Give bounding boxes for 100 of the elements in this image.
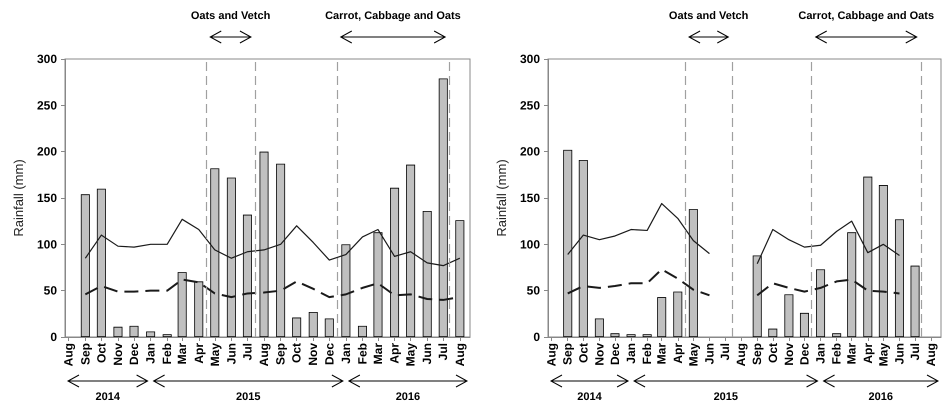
bar [373,232,382,337]
bar [847,232,856,337]
bar [563,150,572,337]
x-tick-label: Mar [370,342,385,364]
text: 2014 [577,391,603,403]
x-tick-label: Feb [355,343,370,364]
x-tick-label: Jul [718,343,732,360]
x-tick-label: Jun [224,343,238,364]
x-tick-label: Nov [592,342,606,366]
x-tick-label: Sep [78,343,92,366]
x-tick-label: May [404,342,418,366]
text: 2016 [868,391,894,403]
y-tick-label: 100 [520,237,540,252]
bar [210,168,220,337]
x-tick-label: Nov [110,342,125,366]
bar [438,78,448,337]
bar [292,318,302,337]
y-axis-title: Rainfall (mm) [494,159,509,237]
bar [894,219,904,337]
bar [324,318,334,337]
bar [146,331,156,337]
bar [878,185,888,337]
x-tick-label: Aug [734,343,748,366]
bar [276,164,286,337]
bar [130,326,139,337]
x-tick-label: Aug [544,343,559,366]
x-tick-label: Feb [830,343,844,364]
bar [358,326,367,337]
bar [784,294,794,337]
bar [594,318,604,337]
x-tick-label: Apr [860,342,875,364]
x-tick-label: Sep [560,343,575,366]
x-tick-label: Jan [144,343,158,364]
x-tick-label: Aug [257,343,272,366]
x-tick-label: Feb [640,343,654,364]
bar [80,194,90,337]
x-tick-label: Nov [782,342,796,366]
bar [673,292,682,337]
text: Carrot, Cabbage and Oats [325,10,461,22]
bar [657,297,666,337]
x-tick-label: Jan [814,343,828,364]
x-tick-label: Jun [420,343,434,364]
bar [113,326,122,337]
x-tick-label: Apr [670,342,685,364]
x-tick-label: Jan [624,343,638,364]
line-series [84,218,460,266]
x-tick-label: Aug [452,343,467,366]
y-tick-label: 50 [44,284,58,298]
text: Carrot, Cabbage and Oats [798,10,934,22]
x-tick-label: Oct [94,343,108,364]
bar [96,188,106,337]
y-tick-label: 250 [36,98,58,112]
bar [422,210,432,337]
x-tick-label: Sep [274,343,288,366]
x-tick-label: Mar [654,342,669,364]
text: 2014 [96,391,121,403]
text: Oats and Vetch [668,10,749,22]
x-tick-label: Aug [62,343,76,366]
y-tick-label: 250 [520,98,540,112]
y-tick-label: 300 [520,52,540,66]
bar [800,312,809,337]
bar [863,176,872,337]
x-tick-label: Apr [388,342,402,364]
x-tick-label: Apr [192,342,206,364]
bar [194,281,204,337]
bar [226,178,236,337]
bar [832,333,842,337]
text: 2016 [396,391,420,403]
x-tick-label: Jun [702,343,716,364]
x-tick-label: Feb [160,343,174,364]
y-axis-title: Rainfall (mm) [11,159,26,237]
x-tick-label: Dec [322,342,336,366]
y-tick-label: 100 [36,237,58,252]
bar [816,269,826,337]
y-tick-label: 200 [36,144,58,159]
bar [260,152,269,337]
x-tick-label: Jul [240,343,254,360]
x-tick-label: Dec [127,342,142,366]
x-tick-label: Nov [306,342,320,366]
x-tick-label: Dec [797,342,812,366]
x-tick-label: May [686,342,700,366]
x-tick-label: May [208,342,222,366]
y-tick-label: 150 [520,191,540,205]
y-tick-label: 0 [533,330,540,344]
bar [406,164,416,337]
bar [688,209,698,337]
x-tick-label: Dec [608,342,622,366]
x-tick-label: Jan [338,343,353,364]
bar [341,244,350,337]
bar [610,333,620,337]
x-tick-label: Jun [892,343,906,364]
x-tick-label: Mar [175,342,190,364]
bar [242,214,252,337]
x-tick-label: May [876,342,890,366]
text: 2015 [714,391,738,403]
x-tick-label: Oct [290,343,304,364]
x-tick-label: Jul [908,343,922,360]
x-tick-label: Jul [436,343,450,360]
bar [390,188,400,337]
bar [308,312,318,337]
